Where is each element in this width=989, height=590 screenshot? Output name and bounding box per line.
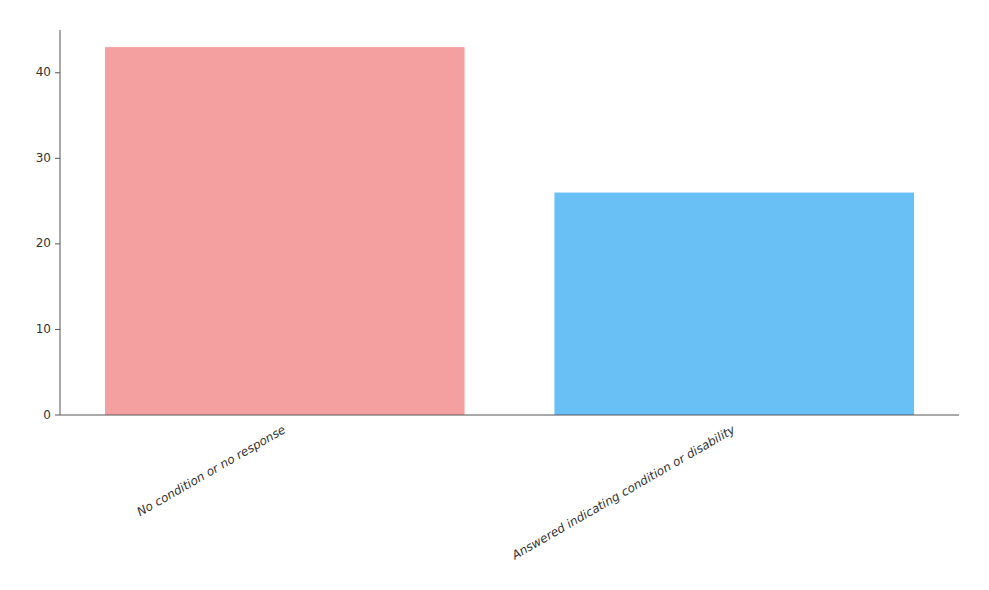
y-tick-label: 30: [36, 151, 51, 165]
x-axis-line: [60, 415, 959, 416]
bar: [105, 47, 465, 415]
bar: [554, 193, 914, 415]
x-tick-label: Answered indicating condition or disabil…: [509, 422, 739, 563]
chart: 0 10 20 30 40 No condition or no response Answ…: [0, 0, 989, 590]
x-tick-label: No condition or no response: [135, 423, 288, 520]
chart-container: 0 10 20 30 40 No condition or no response Answ…: [0, 0, 989, 590]
y-tick-label: 20: [36, 236, 51, 250]
y-tick-label: 10: [36, 322, 51, 336]
y-tick: [55, 158, 60, 159]
y-axis-line: [60, 30, 61, 415]
y-tick-label: 40: [36, 65, 51, 79]
y-tick: [55, 415, 60, 416]
y-tick: [55, 243, 60, 244]
y-tick: [55, 329, 60, 330]
x-axis: No condition or no response Answered indi…: [60, 415, 959, 563]
y-tick-label: 0: [43, 408, 51, 422]
bars: [105, 47, 914, 415]
y-tick: [55, 72, 60, 73]
y-axis: 0 10 20 30 40: [36, 30, 60, 422]
